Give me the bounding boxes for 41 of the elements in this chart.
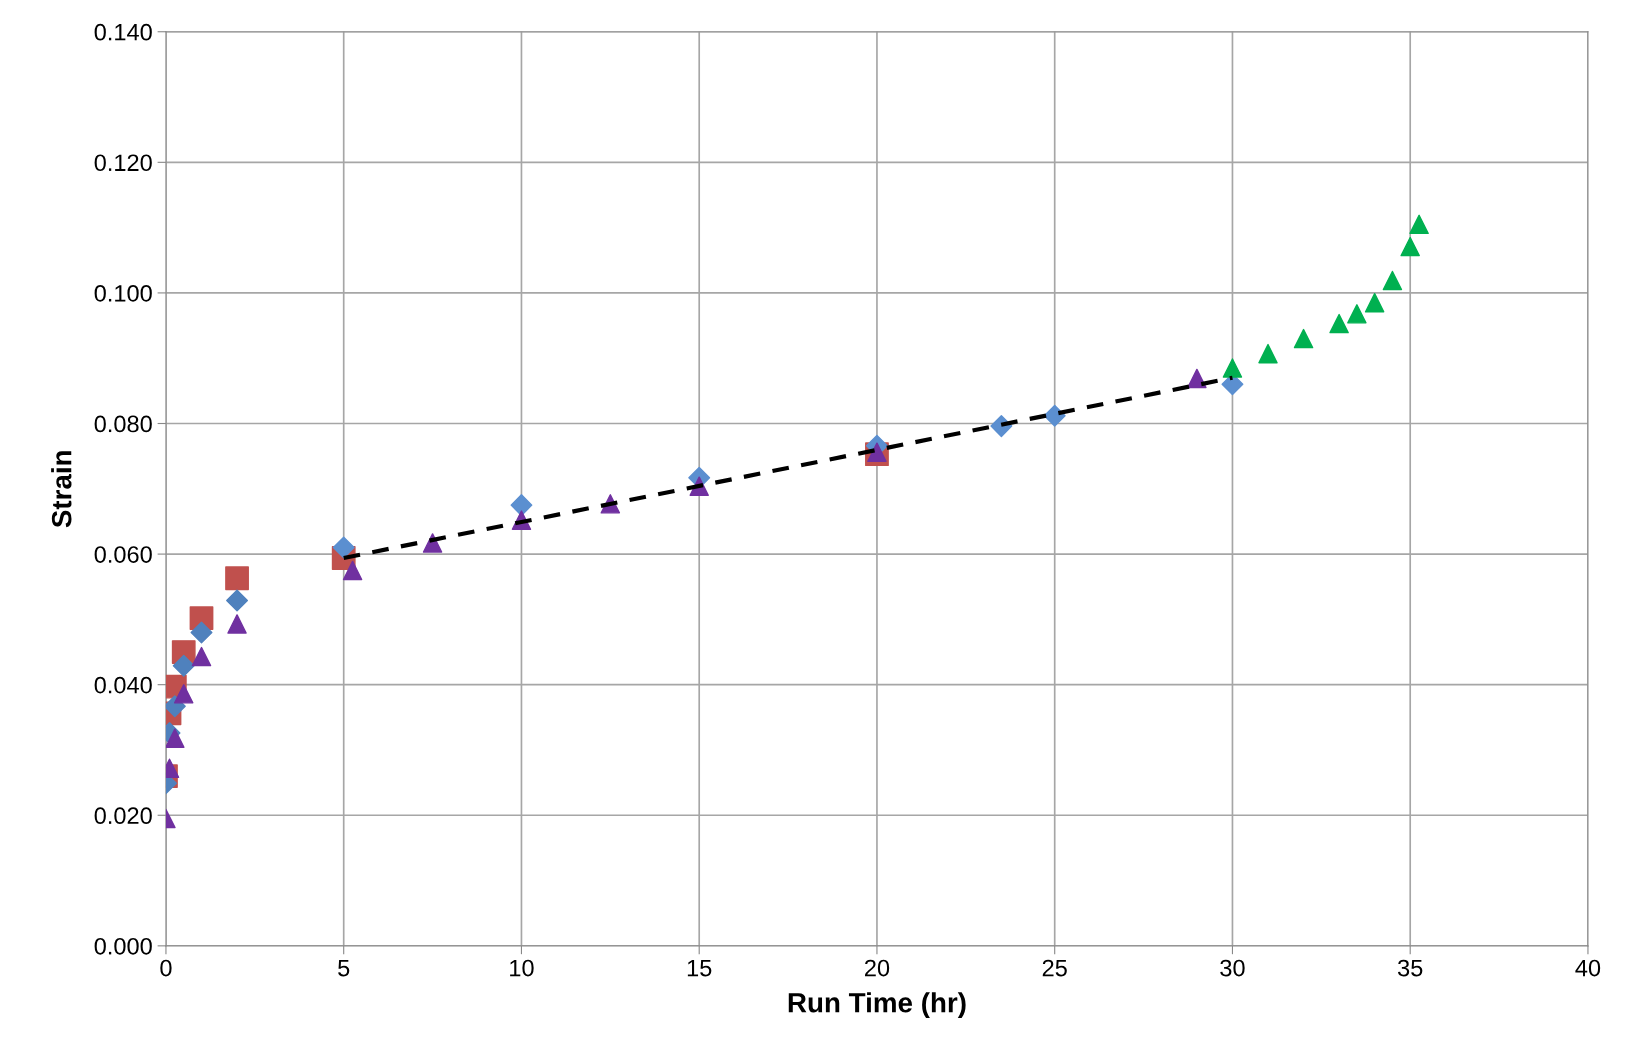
x-tick-label: 0 [160, 959, 172, 977]
point [1043, 404, 1066, 427]
point [867, 442, 887, 462]
point [1329, 313, 1349, 334]
x-tick-label: 5 [338, 959, 350, 977]
point [173, 684, 194, 704]
point [226, 589, 249, 612]
y-tick-label: 0.040 [94, 676, 152, 694]
point [1400, 236, 1420, 257]
x-tick-label: 15 [687, 959, 712, 977]
y-tick-label: 0.120 [94, 154, 152, 172]
x-tick-label: 35 [1397, 959, 1423, 977]
point [1293, 328, 1314, 349]
point [1409, 214, 1429, 235]
x-tick-label: 40 [1575, 959, 1601, 977]
point [172, 654, 195, 677]
y-axis-title: Strain [51, 451, 72, 528]
point [191, 646, 212, 667]
point [165, 728, 185, 748]
point [1222, 358, 1243, 378]
point [190, 621, 213, 644]
y-tick-label: 0.100 [94, 284, 152, 302]
point [1382, 270, 1403, 291]
x-tick-label: 10 [510, 959, 534, 977]
point [1364, 292, 1385, 313]
point [225, 566, 249, 591]
point [1347, 304, 1367, 324]
x-tick-label: 20 [865, 959, 890, 977]
y-tick-label: 0.020 [94, 807, 152, 825]
x-tick-label: 30 [1220, 959, 1245, 977]
point [1258, 343, 1278, 364]
point [342, 560, 363, 581]
y-tick-label: 0.060 [94, 546, 152, 563]
point [510, 494, 533, 517]
x-tick-label: 25 [1042, 959, 1067, 977]
y-tick-label: 0.080 [94, 415, 152, 433]
y-tick-label: 0.140 [94, 23, 152, 41]
point [332, 536, 355, 559]
y-tick-label: 0.000 [94, 937, 152, 955]
point [227, 614, 247, 634]
x-axis-title: Run Time (hr) [788, 992, 966, 1019]
